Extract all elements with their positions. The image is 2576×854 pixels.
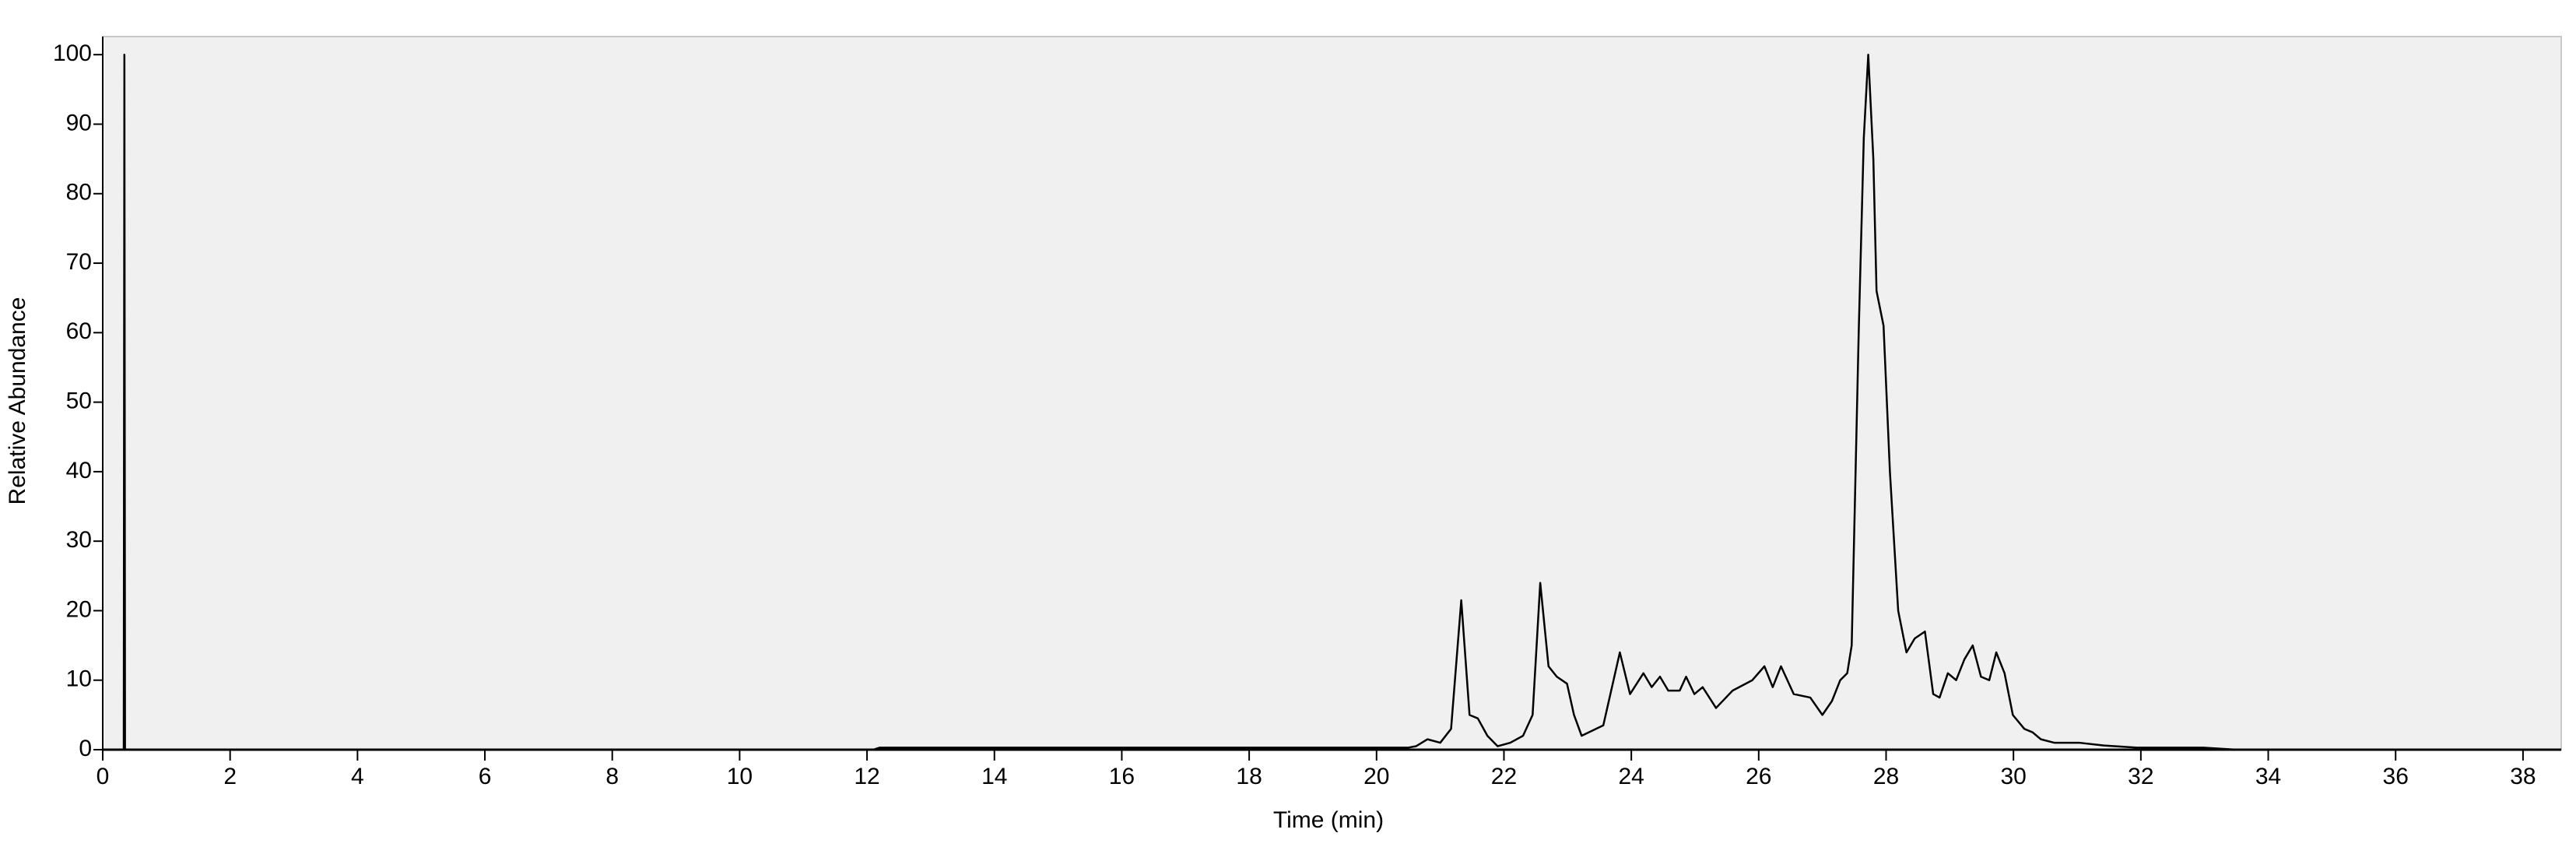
plot-area (102, 36, 2562, 750)
y-tick-label: 10 (66, 666, 92, 692)
x-tick-label: 20 (1363, 764, 1389, 789)
y-tick-label: 50 (66, 388, 92, 414)
x-tick-label: 32 (2128, 764, 2153, 789)
y-tick-label: 70 (66, 249, 92, 275)
y-tick-label: 20 (66, 596, 92, 622)
x-tick-label: 14 (981, 764, 1007, 789)
y-tick-label: 80 (66, 180, 92, 206)
x-tick-label: 30 (2000, 764, 2026, 789)
x-tick-label: 24 (1618, 764, 1644, 789)
x-tick-label: 4 (351, 764, 364, 789)
y-tick-label: 60 (66, 318, 92, 344)
y-tick-label: 30 (66, 527, 92, 553)
x-tick-label: 8 (605, 764, 619, 789)
x-tick-label: 2 (223, 764, 237, 789)
x-tick-label: 22 (1491, 764, 1517, 789)
x-tick-label: 38 (2510, 764, 2536, 789)
x-tick-label: 10 (727, 764, 753, 789)
x-axis-title: Time (min) (1273, 807, 1384, 833)
y-axis-title: Relative Abundance (5, 297, 30, 505)
y-tick-label: 40 (66, 458, 92, 483)
y-tick-label: 0 (79, 736, 92, 761)
x-tick-label: 16 (1109, 764, 1135, 789)
x-tick-label: 34 (2255, 764, 2281, 789)
x-tick-label: 18 (1236, 764, 1262, 789)
y-tick-label: 100 (53, 40, 92, 66)
x-tick-label: 26 (1746, 764, 1771, 789)
x-tick-label: 36 (2383, 764, 2409, 789)
x-tick-label: 6 (479, 764, 492, 789)
y-tick-label: 90 (66, 110, 92, 135)
x-tick-label: 12 (854, 764, 879, 789)
x-tick-label: 0 (97, 764, 110, 789)
x-tick-label: 28 (1873, 764, 1899, 789)
trace-line (103, 53, 2560, 751)
